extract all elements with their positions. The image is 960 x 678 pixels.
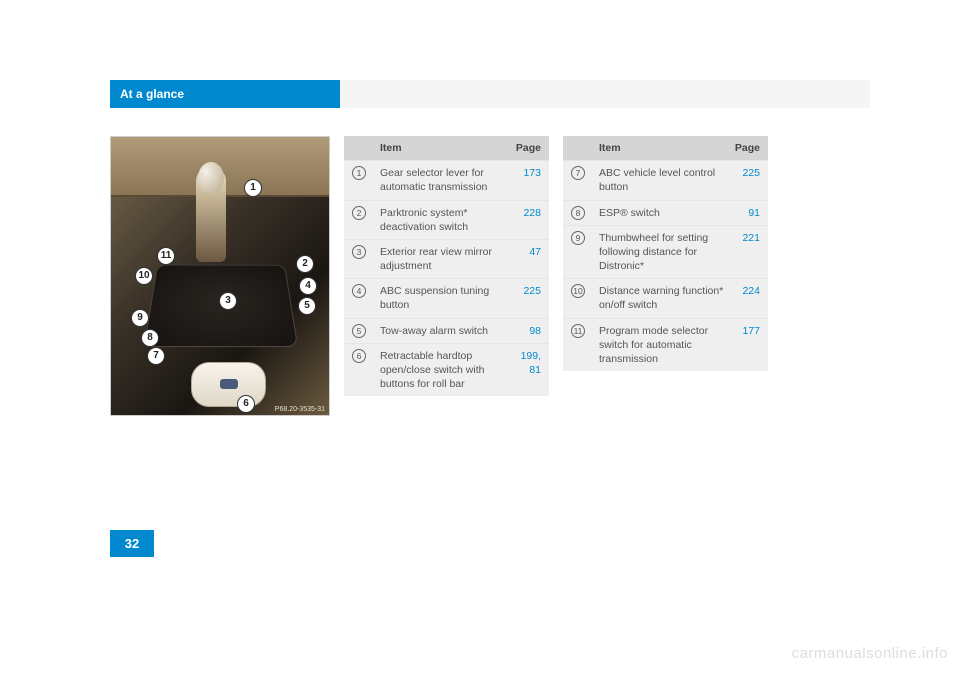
content-row: 1234567891011 P68.20-3535-31 Item Page 1… (110, 136, 870, 416)
item-description: Thumbwheel for setting following distanc… (599, 231, 728, 274)
item-page-ref: 91 (728, 206, 760, 220)
table-header: Item Page (344, 136, 549, 160)
callout-7: 7 (147, 347, 165, 365)
col-item-label: Item (599, 141, 728, 155)
item-number: 1 (352, 166, 380, 194)
table-row: 6 Retractable hardtop open/close switch w… (344, 343, 549, 397)
item-page-ref: 221 (728, 231, 760, 274)
item-number: 7 (571, 166, 599, 194)
center-console-diagram: 1 2 3 4 5 6 78 9 1011 P68.20-3535-31 (110, 136, 330, 416)
item-description: Gear selector lever for automatic transm… (380, 166, 509, 194)
col-item (571, 141, 599, 155)
watermark: carmanualsonline.info (792, 645, 948, 662)
table-row: 4 ABC suspension tuning button225 (344, 278, 549, 317)
table-header: Item Page (563, 136, 768, 160)
manual-page: At a glance 1234567891011 P68.20-3535-31… (110, 80, 870, 416)
item-page-ref: 199, 81 (509, 349, 541, 392)
col-item (352, 141, 380, 155)
table-body-right: 7 ABC vehicle level control button225 8 ESP… (563, 160, 768, 371)
callout-3: 3 (219, 292, 237, 310)
item-page-ref: 225 (509, 284, 541, 312)
item-page-ref: 98 (509, 324, 541, 338)
item-number: 9 (571, 231, 599, 274)
item-number-badge: 3 (352, 245, 366, 259)
table-row: 3 Exterior rear view mirror adjustment47 (344, 239, 549, 278)
table-row: 8 ESP® switch91 (563, 200, 768, 225)
callout-9: 9 (131, 309, 149, 327)
item-number-badge: 11 (571, 324, 585, 338)
callout-4: 4 (299, 277, 317, 295)
item-description: Exterior rear view mirror adjustment (380, 245, 509, 273)
gear-shifter-graphic (196, 167, 226, 262)
table-row: 9 Thumbwheel for setting following distan… (563, 225, 768, 279)
image-code: P68.20-3535-31 (275, 406, 325, 413)
item-number: 10 (571, 284, 599, 312)
item-number: 6 (352, 349, 380, 392)
callout-11: 11 (157, 247, 175, 265)
hardtop-switch-graphic (191, 362, 266, 407)
item-number: 2 (352, 206, 380, 234)
callout-1: 1 (244, 179, 262, 197)
item-number-badge: 10 (571, 284, 585, 298)
item-number-badge: 7 (571, 166, 585, 180)
items-table-left: Item Page 1 Gear selector lever for autom… (344, 136, 549, 416)
callout-8: 8 (141, 329, 159, 347)
item-number-badge: 4 (352, 284, 366, 298)
item-number-badge: 8 (571, 206, 585, 220)
col-item-label: Item (380, 141, 509, 155)
items-table-right: Item Page 7 ABC vehicle level control but… (563, 136, 768, 416)
item-page-ref: 228 (509, 206, 541, 234)
section-subtitle (340, 80, 870, 108)
item-description: Parktronic system* deactivation switch (380, 206, 509, 234)
item-description: ABC suspension tuning button (380, 284, 509, 312)
table-row: 5 Tow-away alarm switch98 (344, 318, 549, 343)
item-number: 8 (571, 206, 599, 220)
item-description: Tow-away alarm switch (380, 324, 509, 338)
section-title: At a glance (110, 80, 340, 108)
item-description: Program mode selector switch for automat… (599, 324, 728, 367)
item-number-badge: 5 (352, 324, 366, 338)
callout-10: 10 (135, 267, 153, 285)
item-page-ref: 225 (728, 166, 760, 194)
table-row: 2 Parktronic system* deactivation switch2… (344, 200, 549, 239)
item-description: ESP® switch (599, 206, 728, 220)
callout-6: 6 (237, 395, 255, 413)
callout-2: 2 (296, 255, 314, 273)
page-number: 32 (110, 530, 154, 557)
item-number-badge: 6 (352, 349, 366, 363)
item-number: 11 (571, 324, 599, 367)
callout-5: 5 (298, 297, 316, 315)
item-description: Retractable hardtop open/close switch wi… (380, 349, 509, 392)
item-number-badge: 2 (352, 206, 366, 220)
item-number-badge: 1 (352, 166, 366, 180)
table-row: 7 ABC vehicle level control button225 (563, 160, 768, 199)
col-page-label: Page (728, 141, 760, 155)
item-number: 3 (352, 245, 380, 273)
item-page-ref: 177 (728, 324, 760, 367)
col-page-label: Page (509, 141, 541, 155)
item-description: ABC vehicle level control button (599, 166, 728, 194)
page-header: At a glance (110, 80, 870, 108)
table-body-left: 1 Gear selector lever for automatic trans… (344, 160, 549, 396)
table-row: 1 Gear selector lever for automatic trans… (344, 160, 549, 199)
item-page-ref: 173 (509, 166, 541, 194)
item-number: 4 (352, 284, 380, 312)
item-page-ref: 47 (509, 245, 541, 273)
item-number-badge: 9 (571, 231, 585, 245)
item-page-ref: 224 (728, 284, 760, 312)
table-row: 10 Distance warning function* on/off swit… (563, 278, 768, 317)
item-description: Distance warning function* on/off switch (599, 284, 728, 312)
item-number: 5 (352, 324, 380, 338)
table-row: 11 Program mode selector switch for autom… (563, 318, 768, 372)
